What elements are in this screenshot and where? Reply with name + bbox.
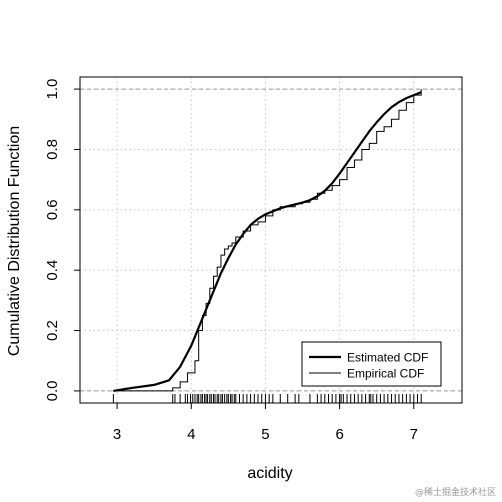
x-tick-label: 4 [187,426,195,443]
rug-marks [112,394,422,403]
y-axis-title: Cumulative Distribution Function [6,126,23,356]
x-tick-label: 3 [113,426,121,443]
x-axis: 3 4 5 6 7 [113,403,418,443]
legend-label-empirical: Empirical CDF [347,367,424,381]
series-line-empirical [113,89,422,392]
y-tick-label: 0.2 [44,320,61,341]
y-tick-label: 0.6 [44,199,61,220]
series-line-estimated [113,91,422,393]
watermark-text: @稀土掘金技术社区 [414,488,496,498]
x-tick-label: 7 [410,426,418,443]
y-tick-label: 0.0 [44,380,61,401]
x-tick-label: 5 [261,426,269,443]
legend-box [301,341,442,387]
x-tick-label: 6 [335,426,343,443]
plot-frame [79,76,463,404]
y-tick-label: 0.8 [44,139,61,160]
series-layer [113,89,422,393]
y-axis: 0.0 0.2 0.4 0.6 0.8 1.0 [44,79,80,401]
x-axis-title: acidity [247,465,292,482]
y-tick-label: 0.4 [44,260,61,281]
legend: Estimated CDF Empirical CDF [301,341,442,387]
y-tick-label: 1.0 [44,79,61,100]
legend-label-estimated: Estimated CDF [347,351,428,365]
